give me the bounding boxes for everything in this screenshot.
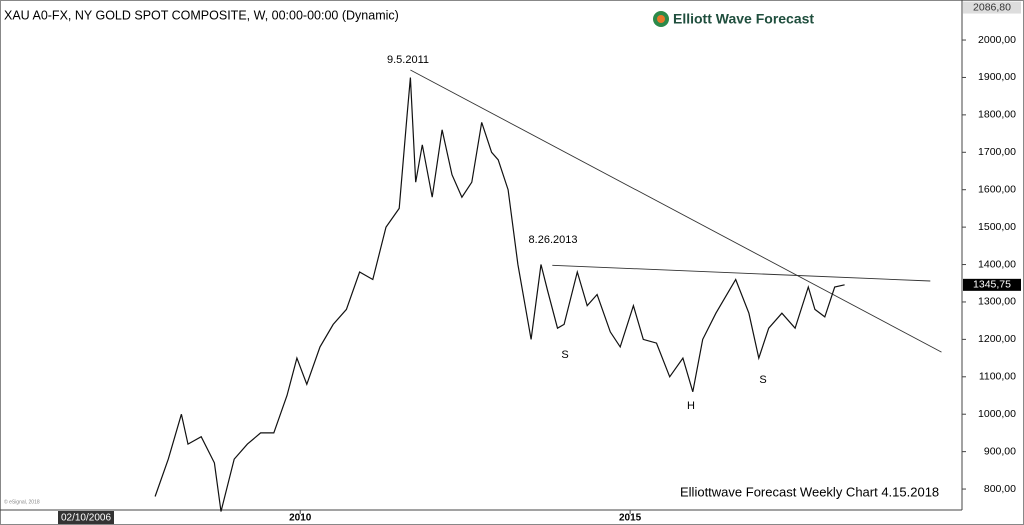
y-tick-label: 1300,00 bbox=[978, 296, 1016, 308]
x-tick-label: 2010 bbox=[289, 513, 312, 524]
y-tick-label: 900,00 bbox=[984, 445, 1016, 457]
annotation: 8.26.2013 bbox=[529, 234, 578, 246]
y-tick-label: 1900,00 bbox=[978, 71, 1016, 83]
y-tick-label: 800,00 bbox=[984, 483, 1016, 495]
trendline bbox=[552, 264, 931, 282]
price-marker bbox=[963, 278, 1021, 291]
y-tick-label: 1200,00 bbox=[978, 333, 1016, 345]
copyright: © eSignal, 2018 bbox=[4, 498, 40, 505]
annotation: 9.5.2011 bbox=[387, 54, 429, 66]
logo-icon-inner bbox=[657, 15, 665, 23]
y-tick-label: 1000,00 bbox=[978, 408, 1016, 420]
y-tick-label: 1100,00 bbox=[979, 371, 1016, 383]
x-tick-label: 2015 bbox=[619, 513, 642, 524]
annotation: S bbox=[759, 374, 766, 386]
y-tick-label: 1800,00 bbox=[978, 109, 1016, 121]
trendline bbox=[410, 69, 942, 353]
price-marker bbox=[963, 1, 1021, 14]
y-tick-label: 1400,00 bbox=[978, 258, 1016, 270]
y-tick-label: 1500,00 bbox=[978, 221, 1016, 233]
price-marker-label: 2086,80 bbox=[973, 1, 1011, 13]
y-tick-label: 1600,00 bbox=[978, 183, 1016, 195]
y-tick-label: 1700,00 bbox=[978, 146, 1016, 158]
price-line bbox=[154, 77, 845, 512]
footer: Elliottwave Forecast Weekly Chart 4.15.2… bbox=[680, 484, 939, 499]
y-tick-label: 2000,00 bbox=[978, 34, 1016, 46]
annotation: S bbox=[561, 349, 568, 361]
cursor-box bbox=[58, 511, 114, 524]
annotation: H bbox=[687, 400, 695, 412]
chart-title: XAU A0-FX, NY GOLD SPOT COMPOSITE, W, 00… bbox=[4, 8, 399, 22]
cursor-label: 02/10/2006 bbox=[61, 513, 111, 524]
price-marker-label: 1345,75 bbox=[973, 279, 1011, 291]
logo-text: Elliott Wave Forecast bbox=[673, 11, 814, 27]
